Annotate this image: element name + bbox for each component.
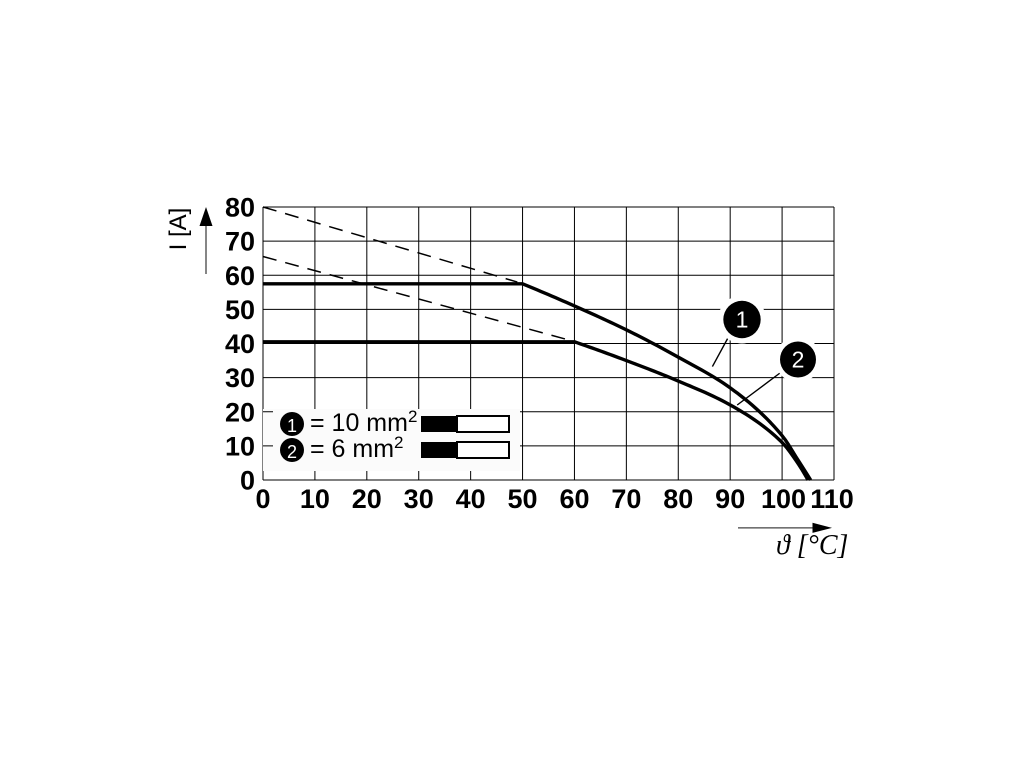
svg-text:ϑ [°C]: ϑ [°C] [776,530,848,561]
svg-text:50: 50 [225,295,255,325]
svg-text:40: 40 [456,484,486,514]
svg-text:70: 70 [225,227,255,257]
svg-text:10: 10 [225,431,255,461]
svg-text:50: 50 [507,484,537,514]
svg-text:I [A]: I [A] [165,208,192,251]
svg-text:1: 1 [287,416,297,436]
svg-text:110: 110 [810,484,854,514]
svg-text:0: 0 [240,466,255,496]
svg-text:2: 2 [792,347,805,373]
svg-text:90: 90 [715,484,745,514]
svg-text:60: 60 [225,261,255,291]
svg-text:40: 40 [225,329,255,359]
svg-text:= 6 mm2: = 6 mm2 [310,433,404,463]
svg-text:70: 70 [611,484,641,514]
svg-text:20: 20 [352,484,382,514]
svg-text:20: 20 [225,397,255,427]
svg-text:2: 2 [287,442,297,462]
svg-text:30: 30 [225,363,255,393]
svg-text:10: 10 [300,484,330,514]
svg-text:80: 80 [225,193,255,223]
svg-text:30: 30 [404,484,434,514]
svg-text:100: 100 [761,484,806,514]
svg-text:1: 1 [736,307,749,333]
svg-text:0: 0 [255,484,270,514]
svg-text:60: 60 [559,484,589,514]
svg-text:80: 80 [663,484,693,514]
